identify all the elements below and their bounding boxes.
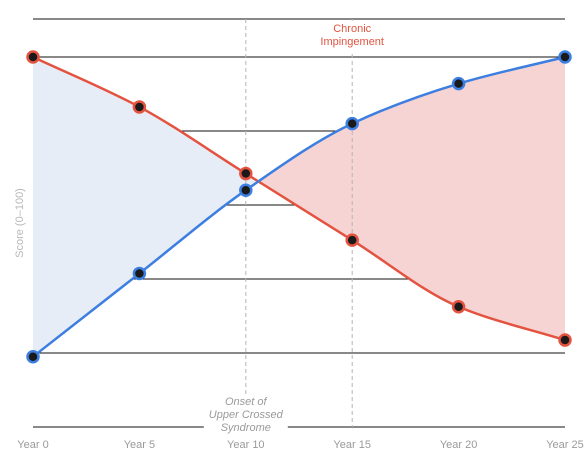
area-left bbox=[33, 57, 260, 357]
x-tick-label: Year 5 bbox=[124, 439, 155, 451]
annotation-label: Onset of bbox=[225, 396, 268, 408]
data-point bbox=[239, 183, 253, 197]
x-axis-ticks: Year 0 Year 5 Year 10 Year 15 Year 20 Year 25 bbox=[17, 439, 583, 451]
annotation-bg bbox=[310, 21, 395, 51]
area-fills bbox=[33, 57, 565, 357]
series-line-red bbox=[32, 55, 566, 342]
data-point bbox=[132, 100, 147, 114]
annotation-label: Impingement bbox=[320, 36, 384, 48]
series-line-blue bbox=[32, 55, 566, 358]
y-axis-label: Score (0–100) bbox=[14, 188, 26, 258]
data-point bbox=[26, 50, 40, 64]
annotation-label: Syndrome bbox=[221, 422, 271, 434]
data-point bbox=[558, 333, 572, 347]
data-point bbox=[26, 349, 40, 364]
annotation-label: Chronic bbox=[333, 23, 371, 35]
x-tick-label: Year 15 bbox=[333, 439, 371, 451]
data-point bbox=[345, 233, 359, 247]
data-point bbox=[451, 300, 466, 314]
annotation-bg bbox=[203, 394, 288, 437]
x-tick-label: Year 10 bbox=[227, 439, 265, 451]
x-tick-label: Year 20 bbox=[440, 439, 478, 451]
x-tick-label: Year 0 bbox=[17, 439, 48, 451]
area-right bbox=[258, 57, 565, 341]
data-point bbox=[345, 116, 359, 131]
data-point bbox=[132, 266, 147, 281]
data-points bbox=[26, 50, 572, 364]
annotation-label: Upper Crossed bbox=[209, 409, 284, 421]
annotation-lines bbox=[245, 19, 353, 427]
data-point bbox=[451, 76, 466, 91]
data-point bbox=[239, 166, 253, 181]
data-point bbox=[558, 50, 572, 64]
series-lines bbox=[32, 55, 566, 358]
x-tick-label: Year 25 bbox=[546, 439, 584, 451]
